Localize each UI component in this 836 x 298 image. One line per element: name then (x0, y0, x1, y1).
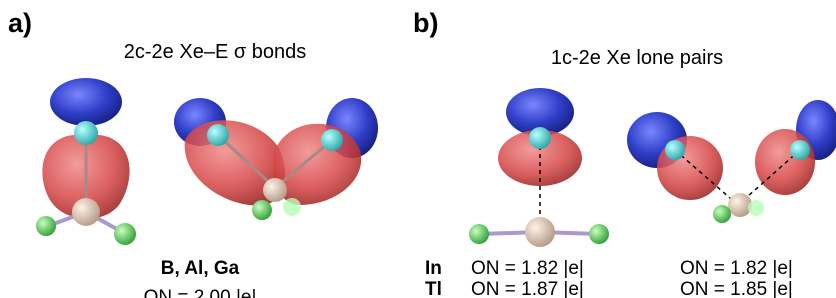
figure: a) 2c-2e Xe–E σ bonds B, Al, Ga ON = 2.0… (0, 0, 836, 298)
panel-label: b) (413, 8, 438, 38)
molecule (174, 98, 378, 220)
molecule (627, 100, 836, 223)
page: {"panel_a": {"label": "a)", "title": "2c… (0, 0, 836, 298)
molecule (469, 88, 609, 247)
occupation: ON = 1.82 |e| (680, 258, 793, 279)
occupation: ON = 1.85 |e| (680, 279, 793, 298)
molecule (36, 78, 136, 245)
element-label: Tl (425, 279, 442, 298)
elements-label: B, Al, Ga (161, 258, 240, 279)
panel-title: 1c-2e Xe lone pairs (551, 47, 723, 69)
occupation: ON = 2.00 |e| (144, 287, 257, 298)
panel-label: a) (8, 8, 32, 38)
occupation: ON = 1.87 |e| (471, 279, 584, 298)
element-label: In (425, 258, 442, 279)
occupation: ON = 1.82 |e| (471, 258, 584, 279)
panel-title: 2c-2e Xe–E σ bonds (124, 41, 306, 63)
